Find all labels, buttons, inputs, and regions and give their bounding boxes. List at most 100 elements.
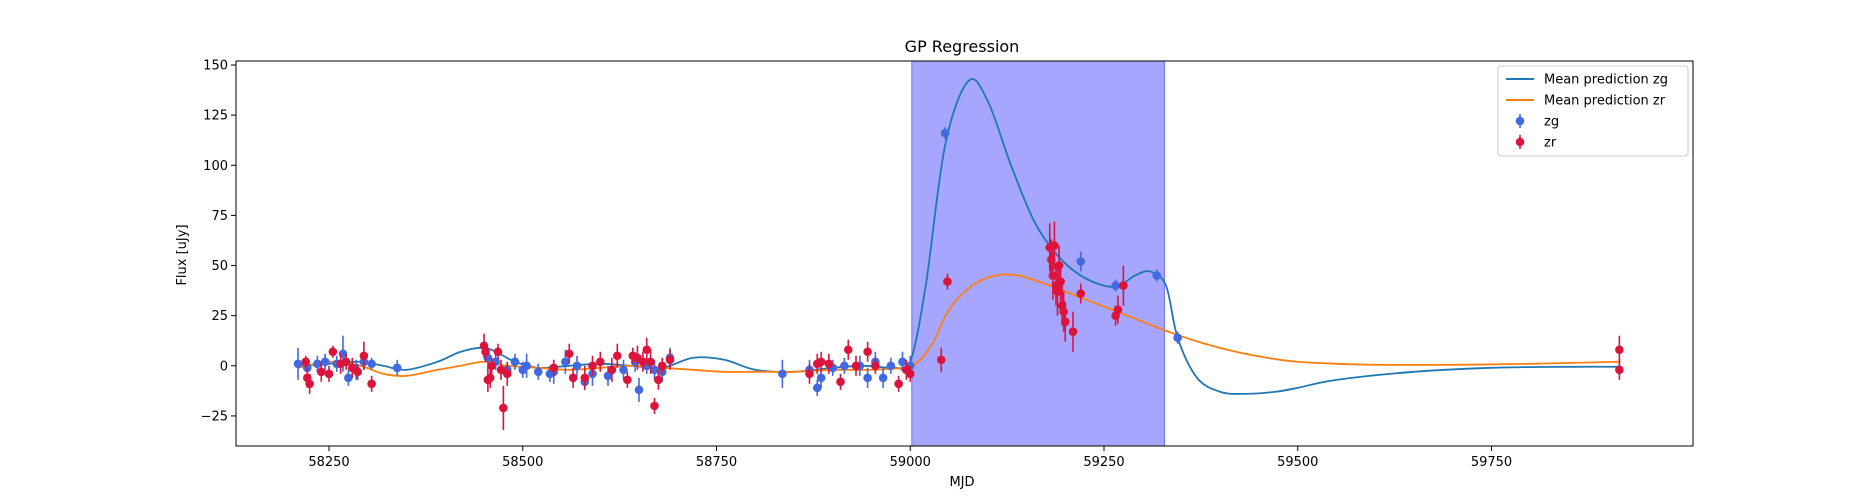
plot-content [293,61,1624,446]
data-point-zr [851,361,861,371]
data-point-zr [496,365,506,375]
data-point-zg [940,128,950,138]
data-point-zr [1050,241,1059,250]
data-point-zr [564,349,574,359]
data-point-zr [1054,261,1064,270]
data-point-zr [1053,287,1062,296]
series-points-zr [301,221,1624,430]
y-tick-label: −25 [201,409,228,424]
data-point-zg [522,361,531,371]
legend-label-mean-prediction-zr: Mean prediction zr [1544,94,1666,109]
data-point-zg [812,383,822,393]
data-point-zr [502,369,512,379]
data-point-zg [367,359,376,369]
y-tick-label: 100 [203,159,228,174]
data-point-zr [353,367,362,377]
data-point-zr [1615,345,1624,355]
data-point-zr [485,373,495,383]
data-point-zr [824,359,834,369]
data-point-zg [1152,271,1161,280]
legend-label-zg: zg [1544,115,1559,130]
data-point-zg [878,373,888,383]
data-point-zr [1119,281,1128,290]
chart-title: GP Regression [905,37,1020,56]
data-point-zr [1113,305,1123,314]
data-point-zr [487,361,497,371]
data-point-zr [1048,271,1058,280]
y-tick-label: 75 [211,209,228,224]
data-point-zr [1056,277,1065,286]
data-point-zr [607,365,617,375]
data-point-zr [1076,289,1086,298]
data-point-zr [646,357,655,367]
data-point-zr [359,351,369,361]
data-point-zr [367,379,376,389]
data-point-zr [623,375,632,385]
data-point-zr [843,345,853,355]
data-point-zr [549,363,559,373]
data-point-zr [816,357,826,367]
data-point-zr [568,373,578,383]
data-point-zr [650,401,659,411]
data-point-zr [301,357,311,367]
data-point-zg [572,361,582,371]
x-tick-label: 58750 [696,455,737,470]
data-point-zr [580,373,590,383]
y-tick-label: 125 [203,109,228,124]
data-point-zr [499,403,508,413]
x-tick-label: 59000 [890,455,931,470]
data-point-zr [836,377,845,387]
data-point-zg [634,385,644,395]
data-point-zr [943,277,952,286]
data-point-zg [1173,333,1182,343]
data-point-zr [588,361,597,371]
data-point-zr [305,379,314,389]
legend-swatch-zg [1515,116,1525,126]
data-point-zr [1615,365,1624,375]
x-tick-label: 58500 [502,455,543,470]
x-tick-label: 59750 [1471,455,1512,470]
data-point-zr [905,369,915,379]
x-tick-label: 59500 [1277,455,1318,470]
data-point-zg [650,365,659,375]
data-point-zg [840,361,849,371]
data-point-zr [341,357,351,367]
legend-label-mean-prediction-zg: Mean prediction zg [1544,73,1668,88]
data-point-zr [328,347,338,357]
data-point-zr [613,351,622,361]
data-point-zr [493,347,503,357]
data-point-zr [595,357,605,367]
data-point-zg [392,363,402,373]
data-point-zr [936,355,946,365]
highlight-region [911,61,1165,446]
data-point-zg [533,367,543,377]
data-point-zg [561,357,570,367]
data-point-zg [510,357,520,367]
x-axis-label: MJD [949,475,974,490]
data-point-zg [344,373,353,383]
data-point-zr [642,345,652,355]
data-point-zr [481,347,490,357]
data-point-zg [619,365,628,375]
data-point-zr [871,361,880,371]
legend-swatch-zr [1515,137,1525,147]
data-point-zr [324,369,334,379]
data-point-zg [1076,257,1086,266]
legend: Mean prediction zg Mean prediction zr zg zr [1497,65,1689,157]
data-point-zg [778,369,787,379]
y-axis-label: Flux [uJy] [175,224,190,285]
data-point-zr [316,367,326,377]
data-point-zr [665,355,675,365]
legend-box [1497,65,1689,157]
x-tick-label: 59250 [1083,455,1124,470]
y-tick-label: 50 [211,259,228,274]
data-point-zr [654,375,663,385]
plot-frame [235,60,1694,447]
data-point-zr [863,347,872,357]
y-tick-label: 150 [203,59,228,74]
data-point-zr [894,379,903,389]
data-point-zr [638,357,648,367]
data-point-zg [293,359,303,369]
data-point-zg [816,373,826,383]
